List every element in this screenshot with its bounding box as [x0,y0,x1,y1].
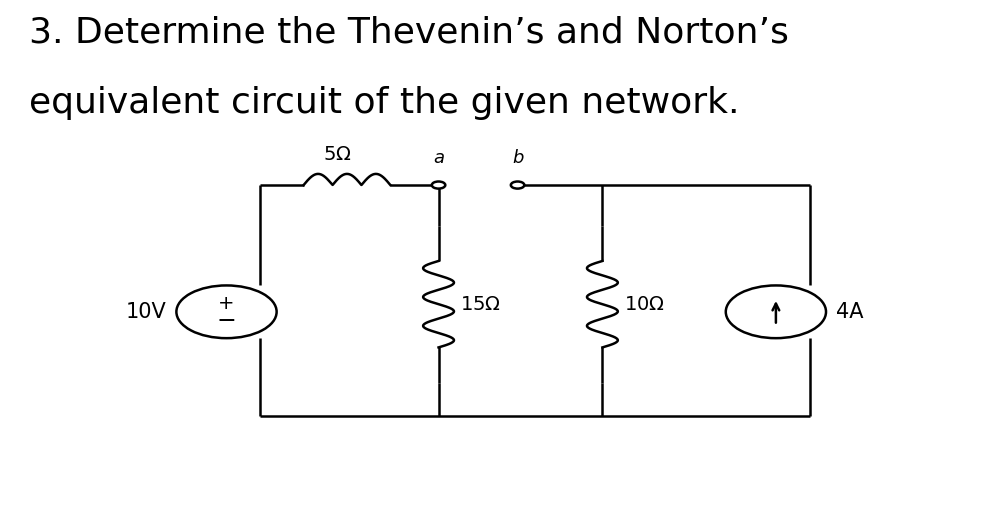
Text: 10$\Omega$: 10$\Omega$ [624,295,664,314]
Text: −: − [216,309,236,333]
Text: 15$\Omega$: 15$\Omega$ [460,295,501,314]
Text: 5$\Omega$: 5$\Omega$ [323,145,351,164]
Text: b: b [512,149,523,167]
Circle shape [511,182,524,189]
Text: 10V: 10V [126,302,166,322]
Text: a: a [433,149,444,167]
Circle shape [432,182,446,189]
Text: 4A: 4A [835,302,863,322]
Text: +: + [218,294,235,313]
Text: 3. Determine the Thevenin’s and Norton’s: 3. Determine the Thevenin’s and Norton’s [29,15,789,49]
Text: equivalent circuit of the given network.: equivalent circuit of the given network. [29,86,739,120]
